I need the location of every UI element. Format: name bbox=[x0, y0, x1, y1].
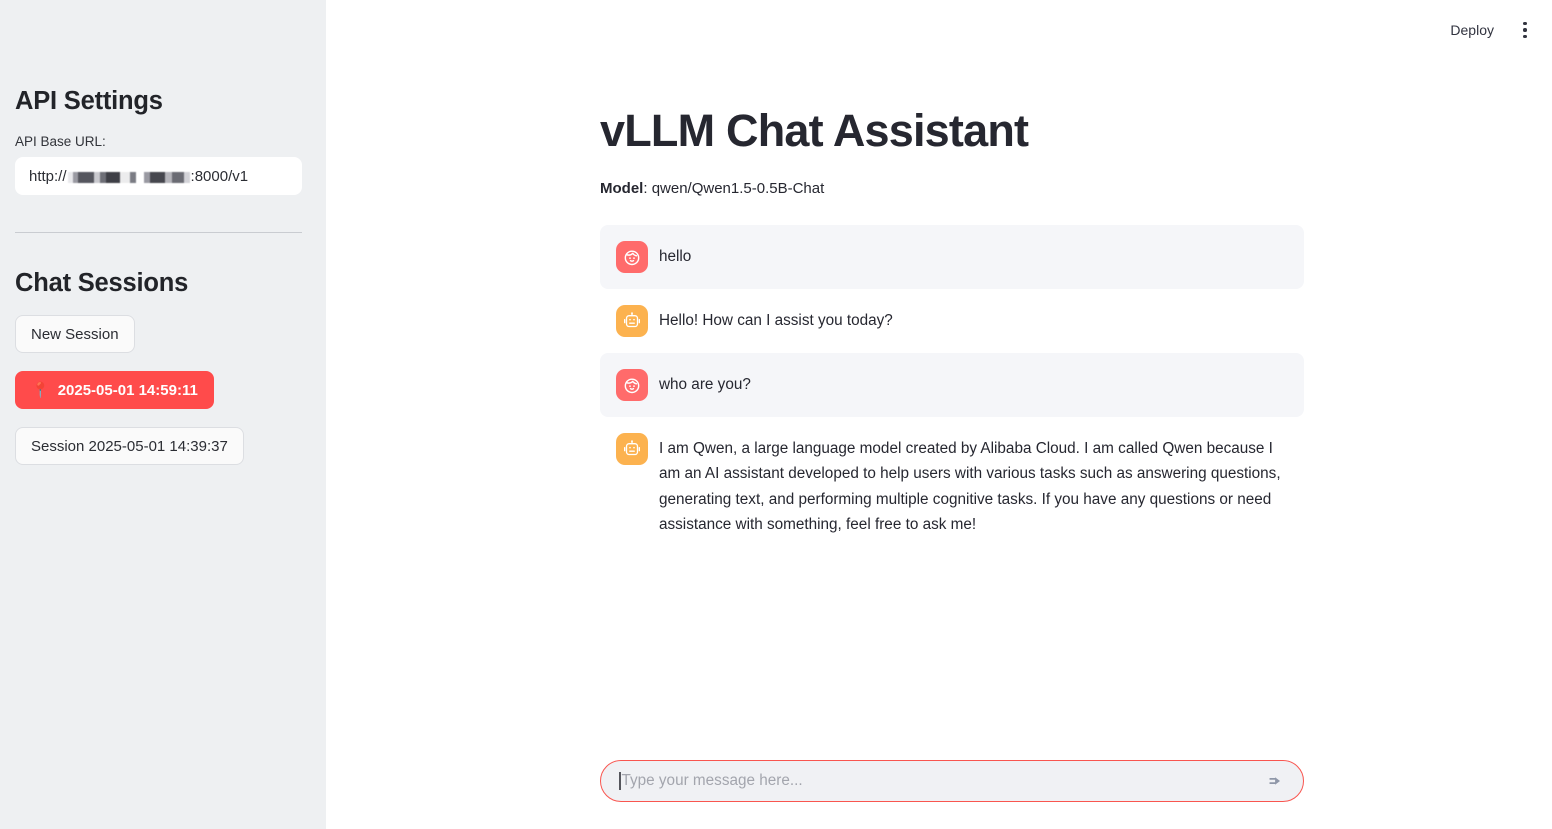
chat-message-user: hello bbox=[600, 224, 1304, 289]
user-face-icon bbox=[616, 240, 648, 273]
deploy-button[interactable]: Deploy bbox=[1440, 16, 1504, 44]
message-text: hello bbox=[659, 247, 692, 265]
model-separator: : bbox=[643, 180, 652, 198]
three-dots-vertical-icon[interactable] bbox=[1510, 15, 1540, 45]
main-content: Deploy vLLM Chat Assistant Model: qwen/Q… bbox=[326, 0, 1552, 829]
api-base-url-label: API Base URL: bbox=[15, 133, 106, 149]
chat-sessions-heading: Chat Sessions bbox=[15, 269, 189, 298]
session-button-active[interactable]: 📍 2025-05-01 14:59:11 bbox=[15, 371, 214, 410]
sidebar: API Settings API Base URL: http:// :8000/… bbox=[0, 0, 326, 829]
api-base-url-input[interactable]: http:// :8000/v1 bbox=[15, 157, 302, 196]
chat-input-placeholder: Type your message here... bbox=[621, 772, 803, 790]
session-label: 2025-05-01 14:59:11 bbox=[57, 381, 198, 399]
api-base-url-prefix: http:// bbox=[29, 167, 67, 185]
dot bbox=[1523, 21, 1527, 26]
new-session-button[interactable]: New Session bbox=[15, 315, 135, 354]
chat-column: vLLM Chat Assistant Model: qwen/Qwen1.5-… bbox=[600, 0, 1304, 829]
page-title: vLLM Chat Assistant bbox=[600, 105, 1029, 156]
message-text: Hello! How can I assist you today? bbox=[659, 311, 893, 329]
robot-icon bbox=[616, 432, 648, 465]
chat-message-user: who are you? bbox=[600, 352, 1304, 417]
robot-icon bbox=[616, 304, 648, 337]
user-face-icon bbox=[616, 368, 648, 401]
pin-icon: 📍 bbox=[31, 381, 50, 399]
message-list: hello Hel bbox=[600, 224, 1304, 554]
dot bbox=[1523, 34, 1527, 39]
message-text: I am Qwen, a large language model create… bbox=[659, 439, 1281, 534]
session-button[interactable]: Session 2025-05-01 14:39:37 bbox=[15, 427, 244, 466]
sidebar-divider bbox=[15, 232, 302, 234]
api-base-url-suffix: :8000/v1 bbox=[190, 167, 249, 185]
text-cursor bbox=[619, 772, 621, 790]
send-arrow-icon[interactable] bbox=[1263, 769, 1287, 793]
message-text: who are you? bbox=[659, 375, 751, 393]
api-base-url-redacted-host bbox=[67, 171, 190, 183]
api-settings-heading: API Settings bbox=[15, 87, 163, 115]
dot bbox=[1523, 28, 1527, 32]
model-label: Model bbox=[600, 180, 644, 198]
chat-input[interactable]: Type your message here... bbox=[600, 760, 1304, 802]
chat-message-assistant: I am Qwen, a large language model create… bbox=[600, 417, 1304, 554]
model-info: Model: qwen/Qwen1.5-0.5B-Chat bbox=[600, 178, 1304, 201]
top-toolbar: Deploy bbox=[1440, 0, 1552, 60]
model-name: qwen/Qwen1.5-0.5B-Chat bbox=[651, 180, 825, 198]
chat-message-assistant: Hello! How can I assist you today? bbox=[600, 289, 1304, 353]
